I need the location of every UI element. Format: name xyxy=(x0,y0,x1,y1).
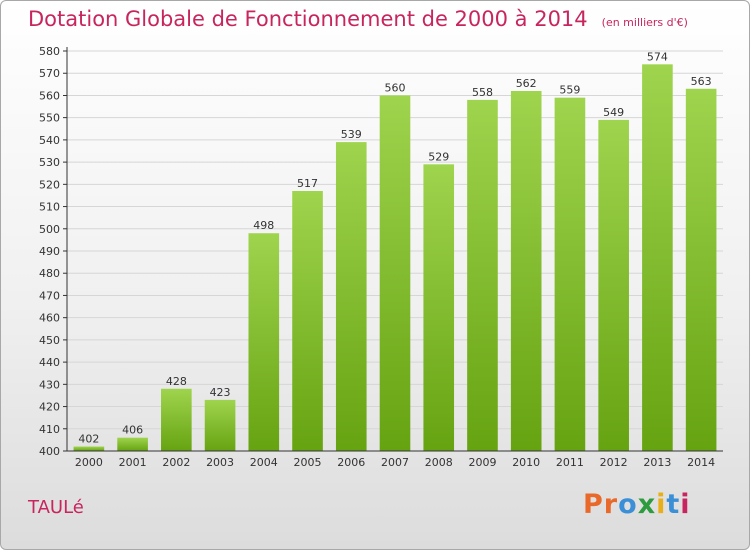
commune-name: TAULé xyxy=(28,497,84,518)
logo-letter: x xyxy=(637,489,657,520)
x-tick-label-2010: 2010 xyxy=(512,456,540,469)
logo-letter: i xyxy=(680,489,691,520)
bar-2002 xyxy=(161,388,192,451)
y-tick-label: 440 xyxy=(39,356,60,369)
data-label-2000: 402 xyxy=(78,433,99,446)
x-tick-label-2002: 2002 xyxy=(162,456,190,469)
x-tick-label-2012: 2012 xyxy=(600,456,628,469)
y-tick-label: 530 xyxy=(39,156,60,169)
proxiti-logo: Proxiti xyxy=(583,489,691,520)
x-tick-label-2005: 2005 xyxy=(294,456,322,469)
y-tick-label: 430 xyxy=(39,378,60,391)
data-label-2013: 574 xyxy=(647,50,668,63)
logo-letter: i xyxy=(656,489,667,520)
bar-2011 xyxy=(554,97,586,452)
x-tick-label-2014: 2014 xyxy=(687,456,715,469)
y-tick-label: 460 xyxy=(39,312,60,325)
chart-title: Dotation Globale de Fonctionnement de 20… xyxy=(28,7,688,31)
data-label-2008: 529 xyxy=(428,150,449,163)
bar-2004 xyxy=(248,233,280,451)
logo-letter: P xyxy=(583,489,604,520)
bar-2010 xyxy=(510,91,542,451)
y-tick-label: 560 xyxy=(39,89,60,102)
logo-letter: o xyxy=(618,489,638,520)
y-tick-label: 450 xyxy=(39,334,60,347)
data-label-2004: 498 xyxy=(253,219,274,232)
x-tick-label-2000: 2000 xyxy=(75,456,103,469)
x-tick-label-2006: 2006 xyxy=(337,456,365,469)
data-label-2007: 560 xyxy=(385,81,406,94)
y-tick-label: 410 xyxy=(39,423,60,436)
data-label-2005: 517 xyxy=(297,177,318,190)
bar-2014 xyxy=(685,88,717,452)
x-tick-label-2001: 2001 xyxy=(119,456,147,469)
y-tick-label: 510 xyxy=(39,201,60,214)
y-tick-label: 400 xyxy=(39,445,60,458)
bar-2000 xyxy=(73,446,105,451)
logo-letter: t xyxy=(666,489,681,520)
x-tick-label-2004: 2004 xyxy=(250,456,278,469)
data-label-2002: 428 xyxy=(166,375,187,388)
data-label-2011: 559 xyxy=(559,84,580,97)
bar-2008 xyxy=(423,164,455,452)
data-label-2012: 549 xyxy=(603,106,624,119)
data-label-2009: 558 xyxy=(472,86,493,99)
bars xyxy=(73,64,717,452)
x-tick-label-2009: 2009 xyxy=(468,456,496,469)
y-tick-label: 550 xyxy=(39,112,60,125)
x-tick-label-2008: 2008 xyxy=(425,456,453,469)
bar-2001 xyxy=(117,437,148,451)
x-tick-label-2007: 2007 xyxy=(381,456,409,469)
data-label-2014: 563 xyxy=(691,75,712,88)
y-tick-label: 580 xyxy=(39,45,60,58)
title-text: Dotation Globale de Fonctionnement de 20… xyxy=(28,7,588,31)
y-axis-ticks: 400 410 420 430 440 450 460 470 480 490 500 510 520 5… xyxy=(39,45,67,458)
bar-2012 xyxy=(598,119,629,451)
bar-2007 xyxy=(379,95,411,451)
x-axis-ticks: 2000 2001 2002 2003 2004 2005 2006 2007 2008 2009… xyxy=(75,456,715,469)
logo-letter: r xyxy=(603,489,619,520)
y-tick-label: 490 xyxy=(39,245,60,258)
y-tick-label: 520 xyxy=(39,178,60,191)
bar-2006 xyxy=(335,142,367,451)
bar-2005 xyxy=(292,191,323,451)
y-tick-label: 540 xyxy=(39,134,60,147)
y-tick-label: 480 xyxy=(39,267,60,280)
bar-2003 xyxy=(204,399,236,451)
data-label-2010: 562 xyxy=(516,77,537,90)
unit-text: (en milliers d'€) xyxy=(601,16,688,29)
bar-2013 xyxy=(642,64,673,452)
data-label-2001: 406 xyxy=(122,424,143,437)
axes xyxy=(66,47,723,452)
y-tick-label: 570 xyxy=(39,67,60,80)
x-tick-label-2013: 2013 xyxy=(643,456,671,469)
x-tick-label-2003: 2003 xyxy=(206,456,234,469)
y-tick-label: 500 xyxy=(39,223,60,236)
bar-2009 xyxy=(467,99,498,451)
data-labels: 402 406 428 423 498 517 539 560 529 558 562 559 549 5… xyxy=(78,50,711,445)
data-label-2006: 539 xyxy=(341,128,362,141)
x-tick-label-2011: 2011 xyxy=(556,456,584,469)
y-tick-label: 420 xyxy=(39,401,60,414)
data-label-2003: 423 xyxy=(210,386,231,399)
y-tick-label: 470 xyxy=(39,289,60,302)
